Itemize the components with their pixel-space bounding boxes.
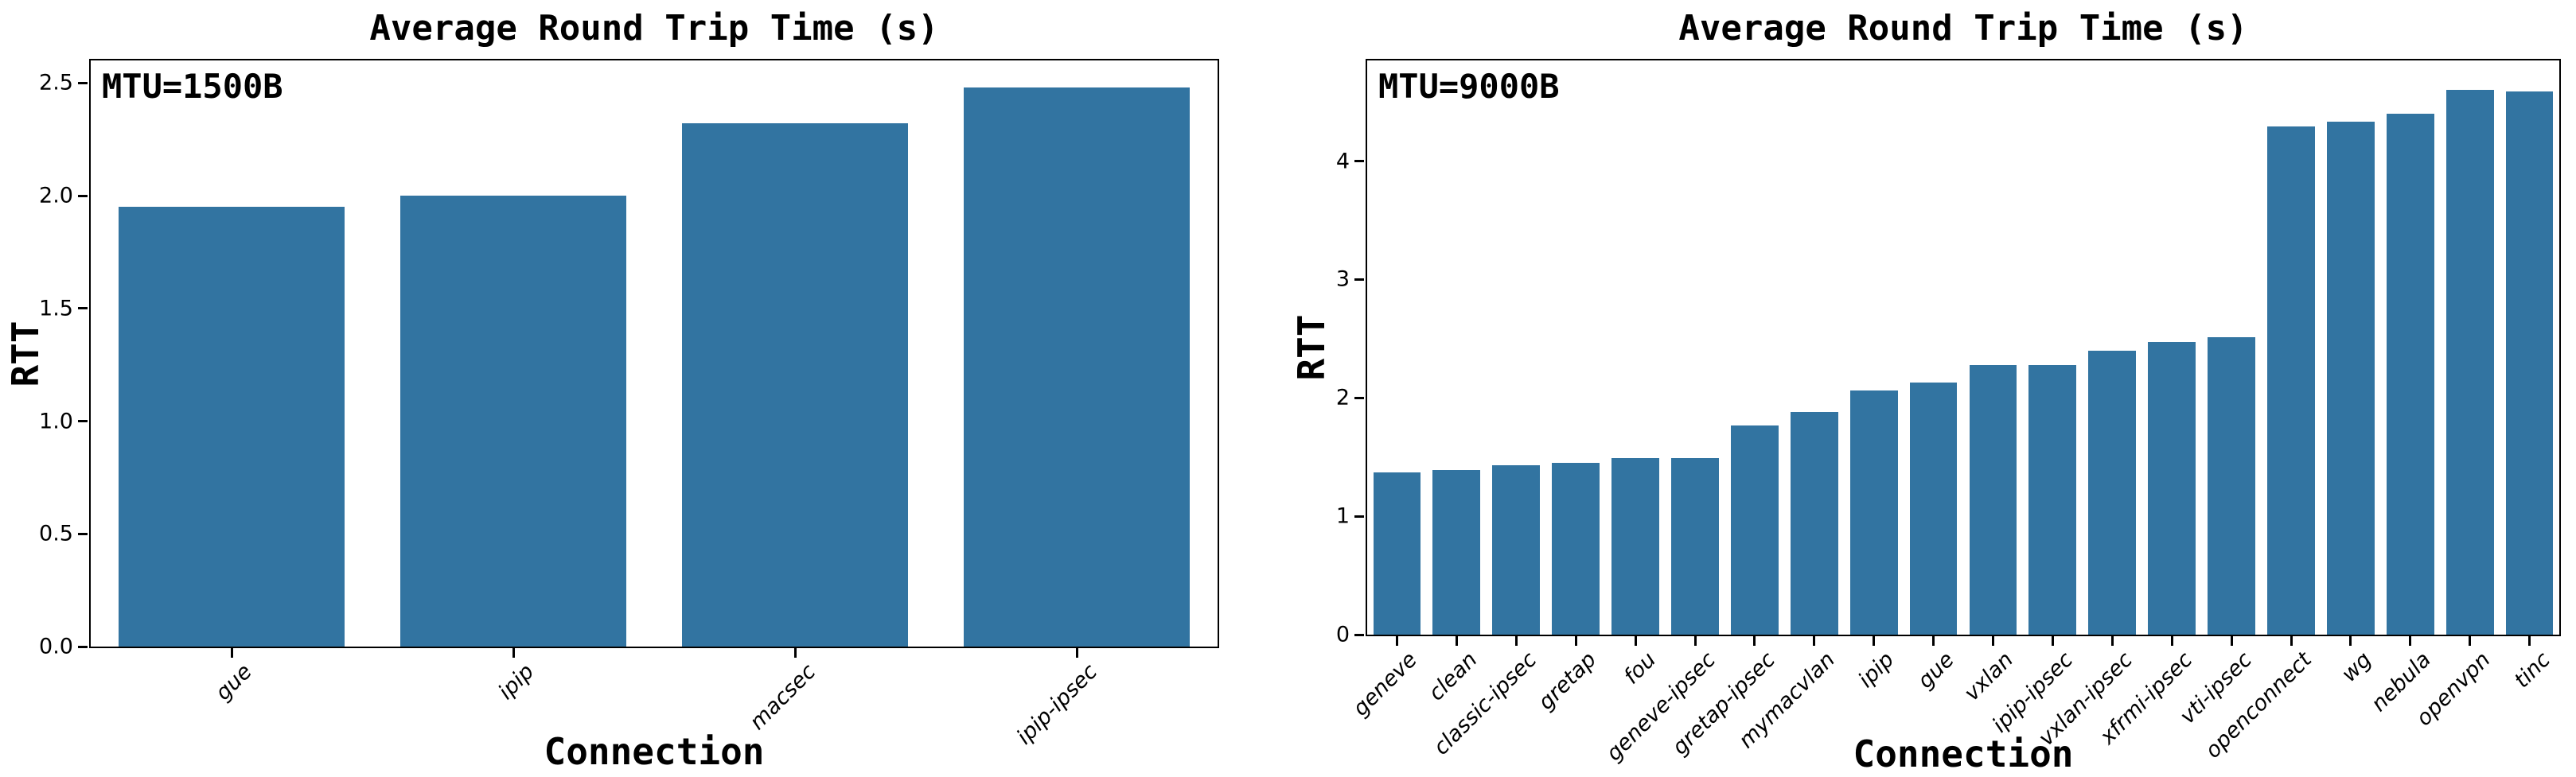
x-tick (1813, 636, 1816, 646)
y-tick (1354, 160, 1364, 162)
y-tick-label: 1 (1335, 503, 1350, 529)
bar-ipip-ipsec (2028, 364, 2077, 635)
bar-nebula (2386, 114, 2434, 635)
bar-clean (1432, 470, 1481, 635)
x-tick (2409, 636, 2412, 646)
bar-classic-ipsec (1492, 465, 1541, 635)
y-tick (1354, 396, 1364, 399)
x-tick (1455, 636, 1458, 646)
x-tick-label: ipip-ipsec (1011, 659, 1102, 750)
chart-title: Average Round Trip Time (s) (369, 8, 939, 49)
bar-mymacvlan (1790, 412, 1838, 635)
x-tick (2230, 636, 2233, 646)
bar-vxlan (1969, 364, 2017, 635)
y-tick-label: 0.0 (39, 634, 73, 659)
plot-area: MTU=1500B 0.0 0.5 1.0 1.5 2.0 2.5 gue ipip macs… (39, 59, 1219, 749)
y-tick (1354, 633, 1364, 636)
y-tick-label: 2.5 (39, 70, 73, 95)
bar-gue (119, 207, 345, 647)
bar-ipip (1849, 390, 1898, 635)
y-axis-label: RTT (1290, 314, 1333, 381)
x-tick (2349, 636, 2352, 646)
bar-fou (1611, 458, 1659, 635)
x-tick (1634, 636, 1637, 646)
x-axis-label: Connection (1853, 732, 2074, 775)
chart-title: Average Round Trip Time (s) (1678, 8, 2248, 49)
y-tick (1354, 278, 1364, 281)
bar-gretap-ipsec (1730, 425, 1779, 635)
y-axis-label: RTT (4, 320, 47, 387)
x-tick (2051, 636, 2054, 646)
y-tick (78, 81, 88, 84)
bar-vti-ipsec (2208, 337, 2255, 635)
bar-ipip-ipsec (964, 87, 1190, 647)
mtu-annotation: MTU=1500B (102, 67, 283, 106)
y-tick-label: 1.0 (39, 409, 73, 433)
x-tick (230, 648, 233, 658)
x-axis-label: Connection (544, 730, 765, 773)
bar-openvpn (2445, 90, 2494, 635)
x-tick (2469, 636, 2472, 646)
x-tick (2170, 636, 2173, 646)
bar-geneve-ipsec (1671, 458, 1719, 635)
y-tick-label: 1.5 (39, 296, 73, 321)
x-tick (1396, 636, 1398, 646)
bar-xfrmi-ipsec (2148, 342, 2196, 635)
x-tick (1992, 636, 1994, 646)
x-tick-label: macsec (745, 659, 820, 735)
x-tick-label: gue (211, 659, 257, 705)
y-tick-label: 0 (1335, 622, 1350, 647)
x-tick (1075, 648, 1078, 658)
bar-vxlan-ipsec (2088, 350, 2137, 635)
x-tick (2290, 636, 2293, 646)
y-tick-label: 2 (1335, 385, 1350, 410)
bar-geneve (1373, 472, 1421, 635)
x-tick-label: ipip (493, 659, 539, 705)
bar-gue (1909, 382, 1958, 635)
y-tick (78, 532, 88, 535)
y-tick-label: 0.5 (39, 521, 73, 546)
x-tick (1753, 636, 1756, 646)
x-tick (1932, 636, 1935, 646)
mtu-annotation: MTU=9000B (1378, 67, 1560, 106)
y-tick-label: 2.0 (39, 183, 73, 208)
x-tick (1693, 636, 1697, 646)
x-tick (1873, 636, 1876, 646)
y-tick (78, 307, 88, 310)
y-tick-label: 4 (1335, 149, 1350, 173)
bar-macsec (682, 123, 908, 647)
x-tick-label: tinc (2509, 647, 2555, 693)
bar-gretap (1552, 463, 1600, 635)
y-tick (78, 194, 88, 197)
y-tick (78, 420, 88, 422)
x-tick (1574, 636, 1577, 646)
bar-wg (2326, 122, 2375, 635)
y-tick (78, 645, 88, 648)
x-tick (2110, 636, 2114, 646)
bar-ipip (400, 196, 626, 647)
x-tick (1514, 636, 1518, 646)
y-tick (1354, 515, 1364, 518)
bar-openconnect (2267, 126, 2315, 635)
x-tick (2528, 636, 2531, 646)
bar-tinc (2505, 91, 2554, 635)
y-tick-label: 3 (1335, 266, 1350, 292)
x-tick (793, 648, 797, 658)
x-tick (512, 648, 515, 658)
